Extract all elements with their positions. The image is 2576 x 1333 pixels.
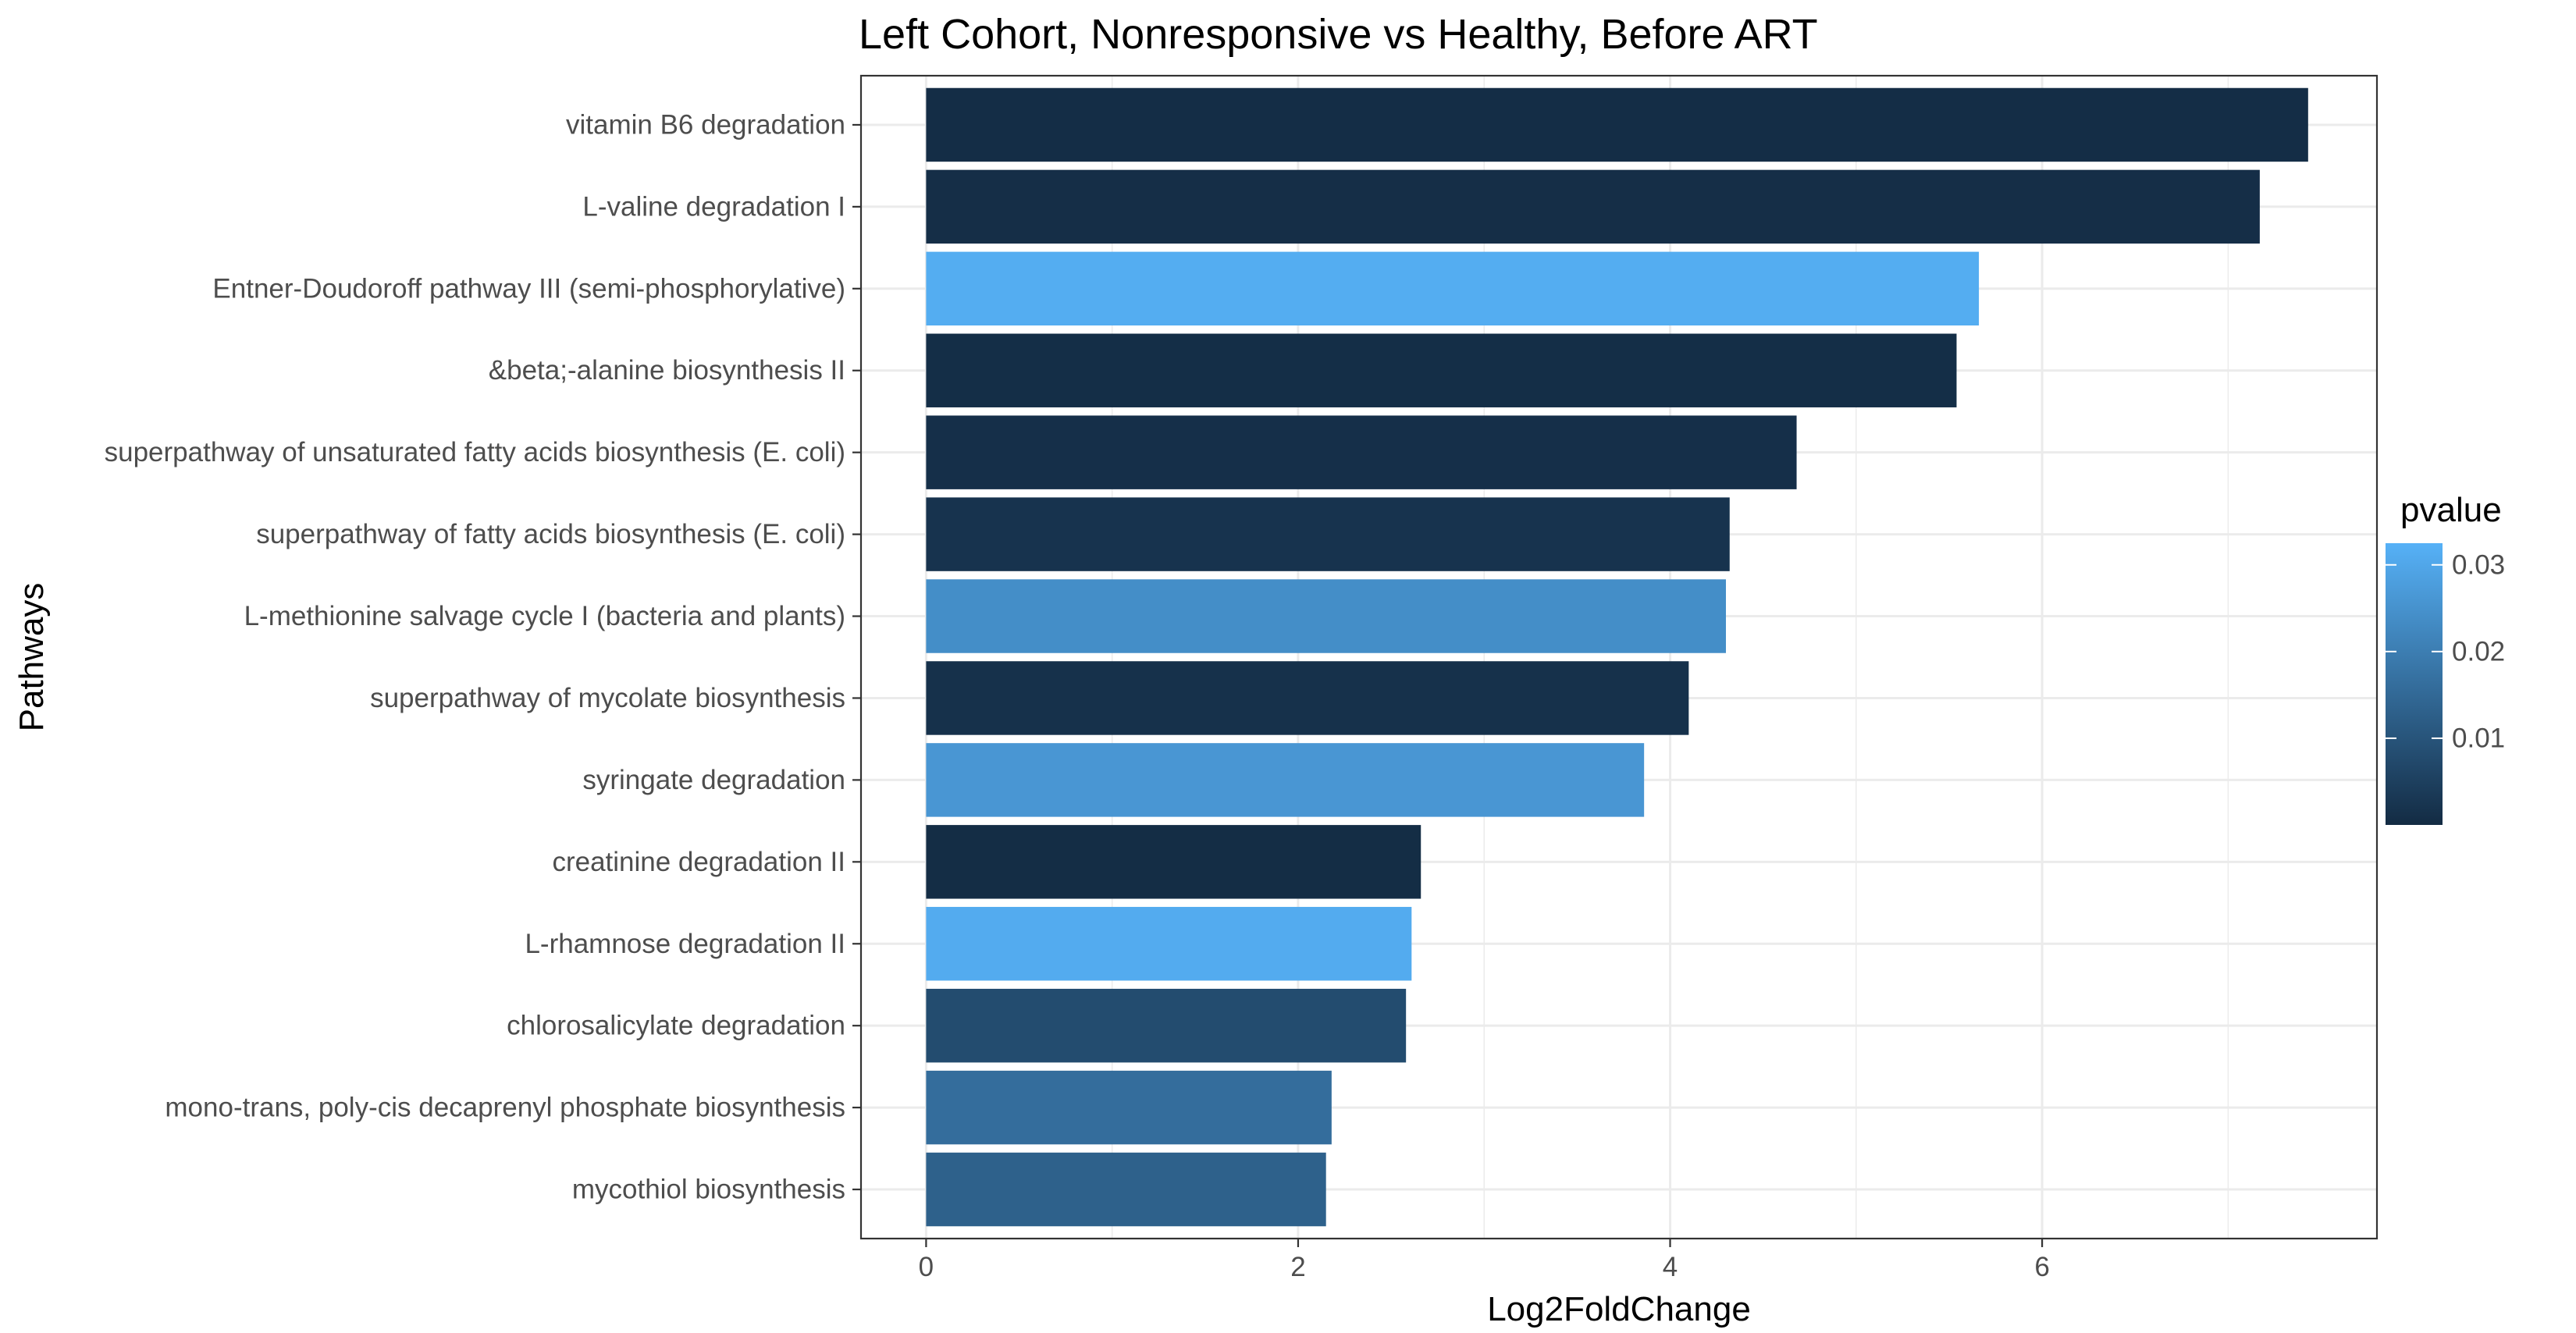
legend-tick-label: 0.03 (2452, 549, 2505, 580)
y-tick-label: mono-trans, poly-cis decaprenyl phosphat… (165, 1093, 845, 1123)
x-tick-label: 4 (1663, 1252, 1678, 1282)
y-tick-label: chlorosalicylate degradation (507, 1011, 845, 1041)
y-tick-label: mycothiol biosynthesis (572, 1175, 845, 1205)
bars (926, 87, 2308, 1227)
y-tick-label: superpathway of unsaturated fatty acids … (105, 437, 845, 467)
x-tick-label: 2 (1290, 1252, 1305, 1282)
bar (926, 579, 1727, 653)
y-axis: vitamin B6 degradation L-valine degradati… (105, 109, 861, 1205)
y-tick-label: L-methionine salvage cycle I (bacteria a… (244, 601, 845, 631)
bar (926, 251, 1980, 326)
x-tick-label: 6 (2034, 1252, 2049, 1282)
bar (926, 87, 2308, 162)
y-tick-label: Entner-Doudoroff pathway III (semi-phosp… (212, 273, 845, 304)
y-tick-label: L-rhamnose degradation II (525, 929, 845, 959)
y-tick-label: superpathway of mycolate biosynthesis (370, 683, 845, 713)
x-axis-title: Log2FoldChange (1487, 1290, 1751, 1328)
bar (926, 661, 1689, 735)
bar (926, 333, 1957, 407)
bar (926, 743, 1645, 817)
x-tick-label: 0 (919, 1252, 934, 1282)
legend-ticks: 0.01 0.02 0.03 (2386, 549, 2505, 753)
legend: pvalue 0.01 0.02 0.03 (2386, 491, 2505, 825)
y-tick-label: &beta;-alanine biosynthesis II (489, 355, 845, 386)
bar (926, 497, 1730, 571)
legend-colorbar (2386, 543, 2443, 825)
y-tick-label: vitamin B6 degradation (566, 109, 845, 140)
bar (926, 1070, 1332, 1145)
legend-title: pvalue (2400, 491, 2502, 529)
bar (926, 415, 1797, 489)
y-axis-title: Pathways (12, 583, 51, 732)
y-tick-label: L-valine degradation I (582, 191, 845, 222)
bar (926, 907, 1412, 981)
bar (926, 825, 1421, 899)
x-axis: 0 2 4 6 (919, 1239, 2050, 1282)
legend-tick-label: 0.02 (2452, 636, 2505, 666)
y-tick-label: creatinine degradation II (552, 847, 845, 877)
bar (926, 1152, 1326, 1227)
plot-panel (859, 74, 2379, 1240)
y-tick-label: superpathway of fatty acids biosynthesis… (256, 519, 845, 549)
panel-background (861, 76, 2377, 1239)
chart-title: Left Cohort, Nonresponsive vs Healthy, B… (859, 11, 1818, 58)
panel-border (859, 74, 2379, 1240)
bar (926, 988, 1407, 1063)
bar (926, 169, 2260, 244)
legend-tick-label: 0.01 (2452, 723, 2505, 753)
y-tick-label: syringate degradation (582, 765, 845, 795)
